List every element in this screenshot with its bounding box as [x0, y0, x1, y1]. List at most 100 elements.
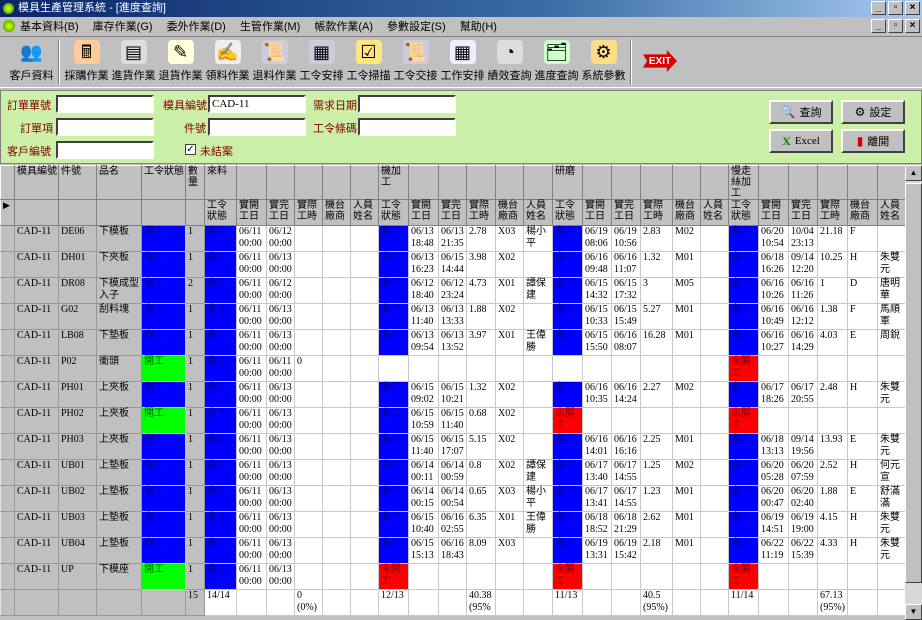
- sub-column-header[interactable]: 實際工時: [817, 199, 848, 226]
- sub-column-header[interactable]: 實開工日: [582, 199, 612, 226]
- row-selector[interactable]: [0, 251, 15, 278]
- sub-column-header[interactable]: 工令狀態: [204, 199, 237, 226]
- row-selector[interactable]: [0, 225, 15, 252]
- sub-column-header[interactable]: 實開工日: [758, 199, 789, 226]
- column-header[interactable]: 數量: [185, 165, 205, 200]
- close-button[interactable]: ×: [905, 1, 920, 15]
- table-row[interactable]: CAD-11 PH02 上夾板 開工 1 完工 06/11 00:00 06/13 00:00…: [0, 407, 906, 434]
- menu-item-2[interactable]: 委外作業(D): [166, 21, 226, 33]
- sub-column-header[interactable]: 工令狀態: [552, 199, 583, 226]
- sub-column-header[interactable]: 機台廠商: [847, 199, 878, 226]
- toolbar-button-7[interactable]: ☑ 工令掃描: [345, 37, 392, 87]
- exit-form-button[interactable]: ▮ 離開: [841, 129, 905, 153]
- table-row[interactable]: CAD-11 UB04 上墊板 完工 1 完工 06/11 00:00 06/13 00:00…: [0, 537, 906, 564]
- sub-column-header[interactable]: 實際工時: [466, 199, 496, 226]
- child-close-button[interactable]: ×: [905, 19, 920, 33]
- toolbar-button-10[interactable]: ◔ 績效查詢: [486, 37, 533, 87]
- table-row[interactable]: CAD-11 DE06 下模板 完工 1 完工 06/11 00:00 06/12 00:00…: [0, 225, 906, 252]
- column-header[interactable]: 工令狀態: [141, 165, 186, 200]
- sub-column-header[interactable]: 實開工日: [236, 199, 267, 226]
- sub-column-header[interactable]: 人員姓名: [350, 199, 379, 226]
- row-selector[interactable]: [0, 381, 15, 408]
- sub-column-header[interactable]: 工令狀態: [728, 199, 759, 226]
- row-selector[interactable]: [0, 485, 15, 512]
- due-date-input[interactable]: [358, 95, 456, 113]
- row-selector[interactable]: [0, 459, 15, 486]
- sub-column-header[interactable]: 實際工時: [294, 199, 323, 226]
- toolbar-button-11[interactable]: 🗂 進度查詢: [533, 37, 580, 87]
- unclosed-checkbox[interactable]: ✓: [185, 144, 196, 155]
- menu-item-3[interactable]: 生管作業(M): [239, 21, 301, 33]
- table-row[interactable]: CAD-11 DR08 下模成型入子 完工 2 完工 06/11 00:00 06/12 00…: [0, 277, 906, 304]
- toolbar-button-3[interactable]: ✎ 退貨作業: [157, 37, 204, 87]
- part-no-input[interactable]: [208, 118, 306, 136]
- row-selector[interactable]: [0, 277, 15, 304]
- sub-column-header[interactable]: 人員姓名: [877, 199, 906, 226]
- column-header[interactable]: 模具編號: [14, 165, 59, 200]
- row-selector[interactable]: [0, 433, 15, 460]
- sub-column-header[interactable]: 機台廠商: [495, 199, 524, 226]
- toolbar-button-0[interactable]: 👥 客戶資料: [8, 37, 55, 87]
- toolbar-button-9[interactable]: ▦ 工作安排: [439, 37, 486, 87]
- menu-item-0[interactable]: 基本資料(B): [20, 21, 79, 33]
- row-selector[interactable]: [0, 511, 15, 538]
- scroll-down-arrow-icon[interactable]: ▼: [905, 604, 922, 620]
- child-minimize-button[interactable]: _: [871, 19, 886, 33]
- menu-item-4[interactable]: 帳款作業(A): [314, 21, 374, 33]
- table-row[interactable]: CAD-11 LB08 下墊板 完工 1 完工 06/11 00:00 06/13 00:00…: [0, 329, 906, 356]
- row-selector[interactable]: [0, 303, 15, 330]
- sub-column-header[interactable]: 機台廠商: [672, 199, 701, 226]
- table-row[interactable]: CAD-11 UB01 上墊板 完工 1 完工 06/11 00:00 06/13 00:00…: [0, 459, 906, 486]
- sub-column-header[interactable]: 機台廠商: [322, 199, 351, 226]
- restore-button[interactable]: ▫: [888, 1, 903, 15]
- minimize-button[interactable]: _: [871, 1, 886, 15]
- scroll-thumb[interactable]: [905, 183, 922, 583]
- toolbar-button-4[interactable]: ✍ 領料作業: [204, 37, 251, 87]
- row-selector[interactable]: [0, 407, 15, 434]
- sub-column-header[interactable]: 實際工時: [640, 199, 673, 226]
- sub-column-header[interactable]: 人員姓名: [523, 199, 553, 226]
- sub-column-header[interactable]: 實完工日: [788, 199, 818, 226]
- table-row[interactable]: CAD-11 PH03 上夾板 完工 1 完工 06/11 00:00 06/13 00:00…: [0, 433, 906, 460]
- settings-button[interactable]: ⚙ 設定: [841, 100, 905, 124]
- customer-no-input[interactable]: [56, 141, 154, 159]
- sub-column-header[interactable]: 實完工日: [611, 199, 641, 226]
- toolbar-button-5[interactable]: 📜 退料作業: [251, 37, 298, 87]
- toolbar-button-6[interactable]: ▦ 工令安排: [298, 37, 345, 87]
- toolbar-button-8[interactable]: 📜 工令交接: [392, 37, 439, 87]
- exit-icon[interactable]: EXIT: [643, 50, 677, 72]
- table-row[interactable]: CAD-11 P02 衝頭 開工 1 完工 06/11 00:00 06/11 00:00 0 未…: [0, 355, 906, 382]
- row-selector[interactable]: [0, 329, 15, 356]
- child-restore-button[interactable]: ▫: [888, 19, 903, 33]
- table-row[interactable]: CAD-11 G02 刮料塊 完工 1 完工 06/11 00:00 06/13 00:00 完…: [0, 303, 906, 330]
- sub-column-header[interactable]: 人員姓名: [700, 199, 729, 226]
- row-selector[interactable]: [0, 537, 15, 564]
- toolbar-button-2[interactable]: ▤ 進貨作業: [110, 37, 157, 87]
- menu-item-1[interactable]: 庫存作業(G): [92, 21, 153, 33]
- order-no-input[interactable]: [56, 95, 154, 113]
- table-row[interactable]: CAD-11 UP 下模座 開工 1 完工 06/11 00:00 06/13 00:00 未開…: [0, 563, 906, 590]
- menu-item-5[interactable]: 參數設定(S): [387, 21, 446, 33]
- toolbar-button-12[interactable]: ⚙ 系統參數: [580, 37, 627, 87]
- sub-column-header[interactable]: 實完工日: [438, 199, 467, 226]
- excel-button[interactable]: X Excel: [769, 129, 833, 153]
- toolbar-button-1[interactable]: 🖩 採購作業: [63, 37, 110, 87]
- row-selector[interactable]: [0, 355, 15, 382]
- order-item-input[interactable]: [56, 118, 154, 136]
- mold-no-input[interactable]: CAD-11: [208, 95, 306, 113]
- column-header[interactable]: 品名: [96, 165, 142, 200]
- column-header[interactable]: 件號: [58, 165, 97, 200]
- table-row[interactable]: CAD-11 UB03 上墊板 完工 1 完工 06/11 00:00 06/13 00:00…: [0, 511, 906, 538]
- query-button[interactable]: 🔍 查詢: [769, 100, 833, 124]
- vertical-scrollbar[interactable]: ▲ ▼: [905, 165, 922, 620]
- barcode-input[interactable]: [358, 118, 456, 136]
- sub-column-header[interactable]: 實開工日: [408, 199, 439, 226]
- sub-column-header[interactable]: 實完工日: [266, 199, 295, 226]
- table-row[interactable]: CAD-11 DH01 下夾板 完工 1 完工 06/11 00:00 06/13 00:00…: [0, 251, 906, 278]
- menu-item-6[interactable]: 幫助(H): [459, 21, 497, 33]
- table-row[interactable]: CAD-11 UB02 上墊板 完工 1 完工 06/11 00:00 06/13 00:00…: [0, 485, 906, 512]
- row-selector[interactable]: [0, 563, 15, 590]
- sub-column-header[interactable]: 工令狀態: [378, 199, 409, 226]
- row-selector[interactable]: [0, 589, 15, 616]
- scroll-up-arrow-icon[interactable]: ▲: [905, 165, 922, 181]
